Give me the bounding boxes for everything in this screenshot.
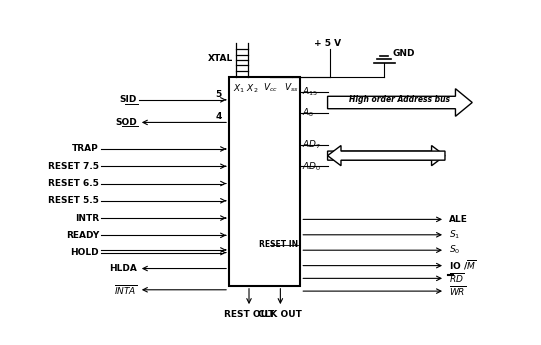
Polygon shape [328,89,472,116]
Polygon shape [328,146,445,166]
Text: 5: 5 [215,89,222,99]
Text: SID: SID [120,95,137,104]
Text: $S_1$: $S_1$ [449,228,460,241]
Text: RESET 7.5: RESET 7.5 [48,162,99,171]
Text: GND: GND [393,49,415,58]
Text: $\overline{WR}$: $\overline{WR}$ [449,284,466,298]
Text: SOD: SOD [115,118,137,127]
Text: TRAP: TRAP [72,145,99,154]
Text: $\overline{INTA}$: $\overline{INTA}$ [114,283,137,297]
Text: High order Address bus: High order Address bus [349,95,451,104]
Text: $A_{15}$: $A_{15}$ [302,86,319,98]
Text: READY: READY [66,231,99,240]
Text: $V_{ss}$: $V_{ss}$ [285,81,299,94]
Text: $AD_0$: $AD_0$ [302,160,321,172]
Text: $\overline{RD}$: $\overline{RD}$ [449,272,464,285]
Text: HLDA: HLDA [109,264,137,273]
Text: RESET IN: RESET IN [259,240,298,249]
Bar [229,77,300,286]
Text: CLK OUT: CLK OUT [259,310,302,319]
Text: 4: 4 [215,112,222,121]
Text: REST OUT: REST OUT [224,310,274,319]
Polygon shape [328,146,445,166]
Text: IO /$\overline{M}$: IO /$\overline{M}$ [449,259,476,272]
Text: $X_1$ $X_2$: $X_1$ $X_2$ [233,82,259,95]
Text: $A_8$: $A_8$ [302,107,314,119]
Text: $S_0$: $S_0$ [449,244,460,256]
Text: RESET 6.5: RESET 6.5 [48,179,99,188]
Text: HOLD: HOLD [70,248,99,257]
Text: RESET 5.5: RESET 5.5 [48,196,99,205]
Text: $V_{cc}$: $V_{cc}$ [263,81,278,94]
Text: INTR: INTR [75,214,99,223]
Text: ALE: ALE [449,215,468,224]
Text: $AD_7$: $AD_7$ [302,139,321,151]
Text: + 5 V: + 5 V [314,39,341,48]
Text: XTAL: XTAL [208,54,234,63]
